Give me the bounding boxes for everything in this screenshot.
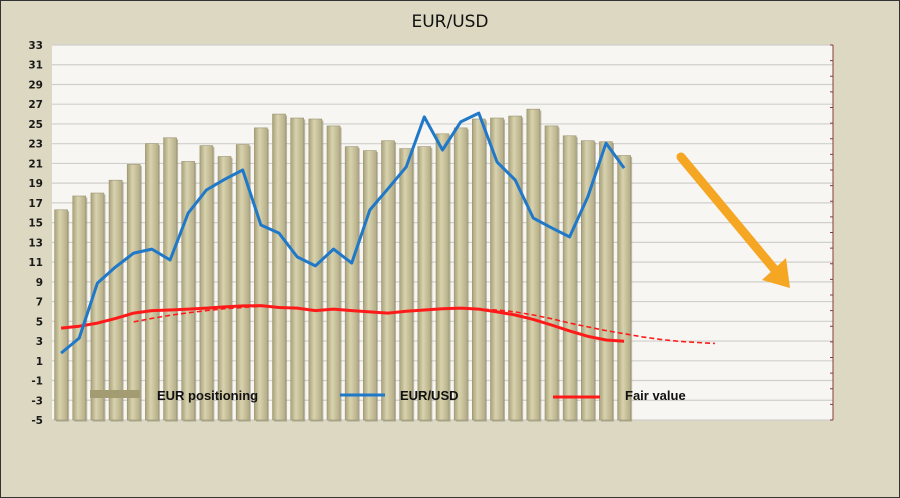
bar-eur-positioning bbox=[617, 155, 631, 421]
left-tick-label: 15 bbox=[28, 218, 43, 230]
bar-eur-positioning bbox=[272, 113, 286, 421]
left-tick-label: 19 bbox=[28, 178, 43, 190]
trend-arrow bbox=[676, 152, 790, 288]
legend-label-eur-positioning: EUR positioning bbox=[157, 388, 258, 403]
bar-eur-positioning bbox=[399, 148, 413, 421]
legend: EUR positioning EUR/USD Fair value bbox=[90, 388, 686, 403]
left-tick-label: 33 bbox=[28, 40, 43, 52]
bar-eur-positioning bbox=[435, 133, 450, 421]
bar-eur-positioning bbox=[344, 146, 359, 421]
left-tick-label: 27 bbox=[28, 99, 43, 111]
left-tick-label: 3 bbox=[36, 336, 43, 348]
bar-eur-positioning bbox=[490, 117, 504, 421]
bar-eur-positioning bbox=[108, 179, 123, 421]
left-tick-label: 17 bbox=[28, 198, 43, 210]
bar-eur-positioning bbox=[126, 164, 141, 421]
left-tick-label: 11 bbox=[28, 257, 43, 269]
bar-eur-positioning bbox=[54, 209, 68, 421]
chart-title: EUR/USD bbox=[411, 12, 488, 32]
bar-eur-positioning bbox=[308, 118, 323, 421]
bar-eur-positioning bbox=[145, 143, 159, 421]
legend-label-eurusd: EUR/USD bbox=[400, 388, 459, 403]
bar-eur-positioning bbox=[326, 125, 341, 421]
legend-label-fair-value: Fair value bbox=[625, 388, 686, 403]
left-tick-label: 25 bbox=[28, 119, 43, 131]
bar-eur-positioning bbox=[599, 141, 613, 421]
bar-eur-positioning bbox=[544, 125, 559, 421]
line-fair-value bbox=[60, 304, 625, 343]
left-tick-label: 29 bbox=[28, 79, 43, 91]
legend-swatch-eur-positioning bbox=[90, 390, 140, 398]
bar-eur-positioning bbox=[235, 144, 250, 421]
left-tick-label: 9 bbox=[36, 277, 43, 289]
left-tick-label: 1 bbox=[36, 356, 43, 368]
left-tick-label: 21 bbox=[28, 158, 43, 170]
left-tick-label: -3 bbox=[31, 395, 43, 407]
bar-eur-positioning bbox=[526, 108, 541, 421]
line-eurusd bbox=[60, 111, 626, 355]
bar-eur-positioning bbox=[254, 127, 268, 421]
bar-eur-positioning bbox=[290, 117, 304, 421]
bar-eur-positioning bbox=[381, 140, 395, 421]
left-tick-label: 23 bbox=[28, 139, 43, 151]
bar-eur-positioning bbox=[472, 118, 486, 421]
bar-eur-positioning bbox=[562, 135, 577, 421]
bar-eur-positioning bbox=[417, 146, 432, 421]
left-tick-label: -5 bbox=[31, 415, 43, 427]
bar-eur-positioning bbox=[90, 192, 105, 421]
bar-eur-positioning bbox=[453, 127, 468, 421]
bar-eur-positioning bbox=[163, 137, 177, 421]
left-tick-label: -1 bbox=[31, 376, 43, 388]
bar-eur-positioning bbox=[217, 156, 232, 421]
bar-eur-positioning bbox=[181, 161, 196, 421]
bar-eur-positioning bbox=[581, 140, 595, 421]
left-tick-label: 7 bbox=[36, 297, 43, 309]
bar-eur-positioning bbox=[199, 145, 214, 421]
left-tick-label: 5 bbox=[36, 316, 43, 328]
left-tick-label: 31 bbox=[28, 60, 43, 72]
bar-eur-positioning bbox=[508, 115, 522, 421]
left-tick-label: 13 bbox=[28, 237, 43, 249]
bar-eur-positioning bbox=[72, 195, 87, 421]
bar-eur-positioning bbox=[363, 150, 377, 421]
